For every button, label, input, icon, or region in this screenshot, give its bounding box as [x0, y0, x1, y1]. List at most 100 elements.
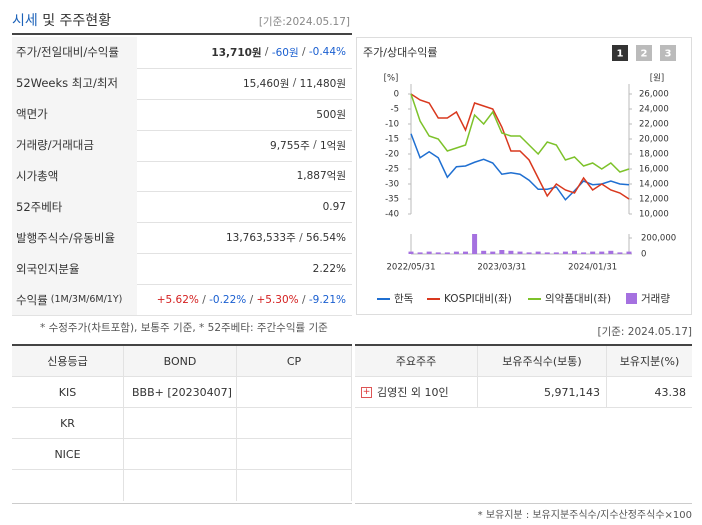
value-part: 11,480원 [299, 77, 346, 90]
label-text: 액면가 [16, 107, 48, 122]
page-button[interactable] [612, 45, 628, 61]
label-text: 거래량/거래대금 [16, 138, 94, 153]
volume-bar [472, 234, 478, 254]
page-button-label: 3 [665, 49, 672, 60]
legend-swatch [626, 293, 637, 304]
info-row: 52Weeks 최고/최저 15,460원 / 11,480원 [12, 67, 352, 100]
y2-tick-label: 20,000 [639, 135, 669, 145]
row-value: +5.62% / -0.22% / +5.30% / -9.21% [157, 284, 346, 315]
x-tick-label: 2024/01/31 [568, 263, 617, 273]
legend-label: 한독 [394, 293, 414, 305]
cell-text: 김영진 외 10인 [377, 386, 449, 399]
info-row: 수익률 (1M/3M/6M/1Y) +5.62% / -0.22% / +5.30%… [12, 284, 352, 316]
value-part: -0.22% [209, 293, 247, 306]
cell [237, 439, 352, 470]
series-line [410, 93, 630, 200]
volume-bar [481, 250, 487, 254]
cell [124, 408, 237, 439]
volume-bar [444, 252, 450, 254]
y2-unit: [원] [650, 74, 664, 84]
credit-frame [12, 344, 352, 504]
value-part: -9.21% [308, 293, 346, 306]
title-highlight: 시세 [12, 13, 38, 29]
page-button[interactable] [636, 45, 652, 61]
y-tick-label: -30 [385, 180, 399, 190]
chart-panel: 주가/상대수익률 1 2 3 [%] [원] 0 -5 -10 -15 -20 -25 -30 -35 -4… [356, 37, 692, 315]
holder-frame [355, 344, 692, 504]
volume-bar [581, 252, 587, 254]
page-button-label: 2 [641, 49, 648, 60]
y2-tick-label: 22,000 [639, 120, 669, 130]
info-row: 액면가 500원 [12, 98, 352, 131]
volume-bar [617, 252, 623, 254]
x-tick-label: 2022/05/31 [387, 263, 436, 273]
cell: KIS [12, 377, 124, 408]
y-unit: [%] [384, 74, 399, 84]
y2-tick-label: 18,000 [639, 150, 669, 160]
separator: / [295, 231, 306, 244]
legend-label: 거래량 [641, 293, 670, 305]
separator: / [261, 46, 272, 59]
volume-bar [599, 251, 605, 254]
y-tick-label: -20 [385, 150, 399, 160]
volume-bar [544, 252, 550, 254]
row-label: 거래량/거래대금 [12, 129, 137, 161]
icon: + [361, 386, 372, 398]
page-button-label: 1 [617, 49, 624, 60]
title-rest: 및 주주현황 [42, 13, 112, 29]
separator: / [298, 46, 309, 59]
cell [12, 470, 124, 501]
volume-bar [463, 251, 468, 254]
row-value: 13,710원 / -60원 / -0.44% [211, 37, 346, 68]
separator: / [289, 77, 300, 90]
separator: / [246, 293, 257, 306]
volume-bar [490, 251, 496, 254]
header-cell: BOND [124, 346, 237, 377]
legend-label: KOSPI대비(좌) [444, 293, 512, 305]
value-part: -0.44% [308, 46, 346, 59]
info-row: 주가/전일대비/수익률 13,710원 / -60원 / -0.44% [12, 37, 352, 69]
y-tick-label: -35 [385, 195, 399, 205]
info-row: 거래량/거래대금 9,755주 / 1억원 [12, 129, 352, 162]
y-tick-label: -5 [391, 105, 399, 115]
value-part: 0.97 [322, 200, 346, 213]
volume-bar [562, 251, 568, 254]
chart-title: 주가/상대수익률 [363, 46, 438, 59]
volume-bar [608, 250, 614, 254]
volume-bar [435, 252, 441, 254]
value-part: 9,755주 [270, 139, 310, 152]
volume-tick-label: 200,000 [641, 234, 676, 244]
holder-note: * 보유지분 : 보유지분주식수/지수산정주식수×100 [477, 510, 692, 521]
page-button[interactable] [660, 45, 676, 61]
volume-bar [535, 251, 541, 254]
sublabel: (1M/3M/6M/1Y) [50, 294, 123, 306]
volume-bar [572, 250, 577, 254]
y-tick-label: -40 [385, 210, 399, 220]
info-row: 발행주식수/유동비율 13,763,533주 / 56.54% [12, 222, 352, 255]
volume-bar [499, 250, 505, 254]
row-value: 0.97 [323, 191, 346, 222]
y2-tick-label: 26,000 [639, 90, 669, 100]
value-part: 1억원 [319, 139, 346, 152]
cell [124, 439, 237, 470]
value-part: 500원 [316, 108, 346, 121]
volume-bar [526, 252, 532, 254]
separator: / [298, 293, 309, 306]
y-tick-label: -15 [385, 135, 399, 145]
y2-tick-label: 24,000 [639, 105, 669, 115]
y2-tick-label: 16,000 [639, 165, 669, 175]
value-part: 15,460원 [242, 77, 290, 90]
note: * 수정주가(차트포함), 보통주 기준, * 52주베타: 주간수익률 기준 [40, 322, 328, 334]
x-tick-label: 2023/03/31 [477, 263, 526, 273]
volume-bar [517, 251, 523, 254]
header-cell: 신용등급 [12, 346, 124, 377]
cell: NICE [12, 439, 124, 470]
cell: KR [12, 408, 124, 439]
date: [기준:2024.05.17] [258, 16, 350, 28]
value-part: -60원 [271, 46, 299, 59]
row-value: 500원 [316, 99, 346, 130]
volume-bar [408, 251, 414, 254]
volume-bar [453, 251, 459, 254]
row-label: 시가총액 [12, 160, 137, 192]
